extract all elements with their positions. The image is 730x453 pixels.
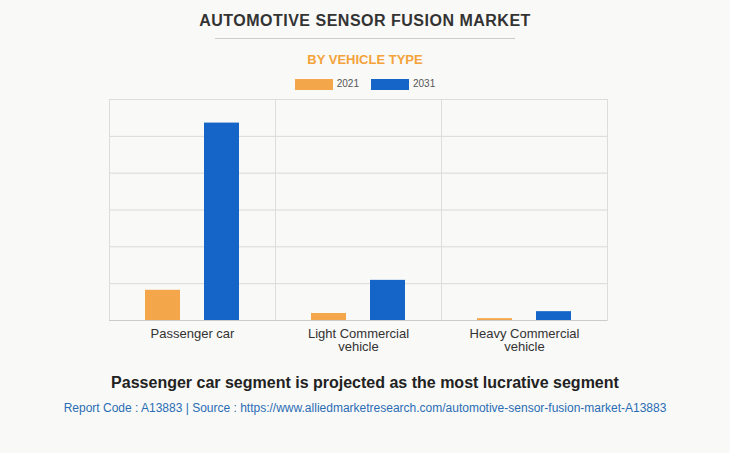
- svg-text:Heavy Commercialvehicle: Heavy Commercialvehicle: [470, 326, 580, 354]
- svg-text:Passenger car: Passenger car: [151, 326, 235, 341]
- html-text:Report Code : A13883 | Source: Report Code : A13883 | Source : https://…: [63, 401, 667, 415]
- html-text:Passenger car segment is proje: Passenger car segment is projected as th…: [111, 374, 619, 391]
- html-text:2021: 2021: [336, 78, 359, 90]
- html-text:BY VEHICLE TYPE: BY VEHICLE TYPE: [307, 52, 423, 67]
- svg-text:Light Commercialvehicle: Light Commercialvehicle: [308, 326, 409, 354]
- html-text:2031: 2031: [413, 78, 436, 90]
- html-text:AUTOMOTIVE SENSOR FUSION MARKE: AUTOMOTIVE SENSOR FUSION MARKET: [199, 12, 531, 29]
